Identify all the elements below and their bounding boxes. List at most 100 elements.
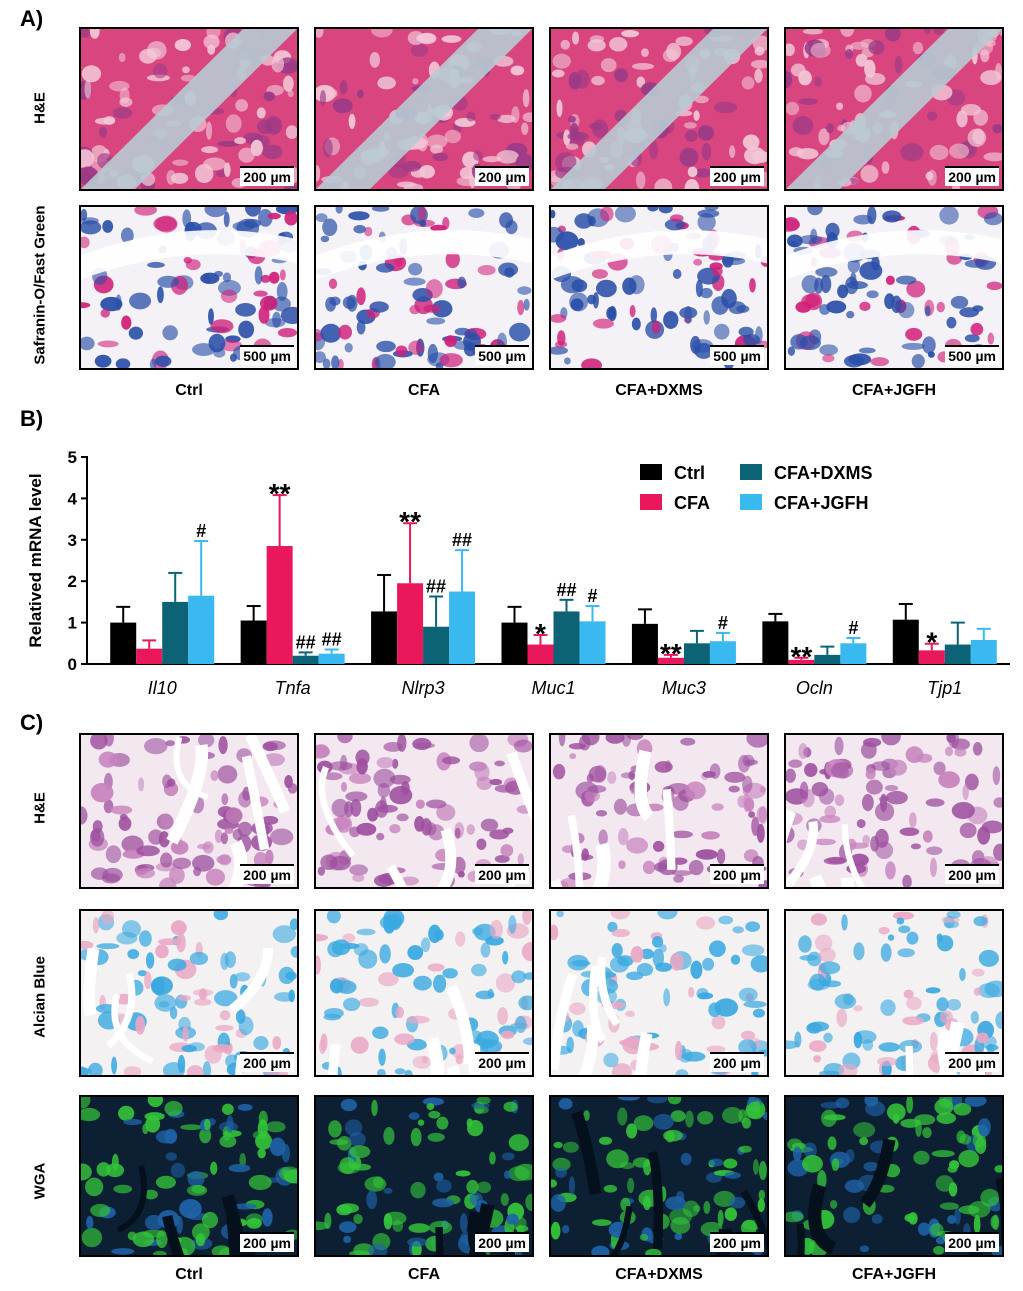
x-tick-label: Ocln [796,678,833,698]
bar-muc1-3 [579,621,606,664]
y-tick-label: 1 [68,614,77,633]
x-tick-label: Tjp1 [927,678,962,698]
scale-bar: 500 µm [240,345,294,365]
bar-muc3-2 [683,643,710,664]
scale-bar: 200 µm [475,1052,529,1072]
significance-label: ## [322,630,342,650]
bar-tnfa-3 [318,653,345,664]
significance-label: # [848,618,858,638]
bar-ocln-2 [814,654,841,664]
x-tick-label: Muc1 [531,678,575,698]
scale-bar: 200 µm [240,864,294,884]
significance-label: ## [296,632,316,652]
significance-label: # [718,613,728,633]
scale-bar: 200 µm [710,1232,764,1252]
panel-c-wga-ctrl-image: 200 µm [79,1095,299,1257]
significance-label: ## [452,530,472,550]
bar-muc1-0 [501,622,528,664]
panel-a-col-label-jgfh: CFA+JGFH [851,382,936,399]
y-tick-label: 0 [68,655,77,674]
scale-bar: 200 µm [945,864,999,884]
y-tick-label: 4 [68,489,78,508]
y-tick-label: 5 [68,448,77,467]
panel-a-he-dxms-image: 200 µm [549,27,769,191]
scale-bar: 200 µm [710,166,764,186]
panel-c-he-cfa-image: 200 µm [314,733,534,889]
bar-tjp1-1 [918,650,945,664]
significance-label: ** [269,478,291,509]
bar-ocln-3 [840,643,867,664]
y-tick-label: 2 [68,572,77,591]
bar-tnfa-2 [292,655,319,664]
legend-swatch [640,464,662,480]
legend-label: CFA+DXMS [774,463,873,483]
bar-il10-3 [188,595,215,664]
panel-c-row-label-alcian: Alcian Blue [31,956,49,1038]
scale-bar: 200 µm [945,1232,999,1252]
scale-bar: 200 µm [945,166,999,186]
panel-c-row-label-he: H&E [31,792,49,824]
legend-swatch [740,464,762,480]
panel-c-col-label-dxms: CFA+DXMS [615,1266,703,1283]
bar-tnfa-1 [266,546,293,664]
scale-bar: 200 µm [475,166,529,186]
panel-a-he-ctrl-image: 200 µm [79,27,299,191]
legend-label: CFA+JGFH [774,493,869,513]
bar-nlrp3-2 [423,626,450,664]
scale-bar: 200 µm [475,864,529,884]
panel-a-safranin-jgfh-image: 500 µm [784,205,1004,370]
x-tick-label: Tnfa [275,678,311,698]
scale-bar: 500 µm [475,345,529,365]
panel-a-safranin-dxms-image: 500 µm [549,205,769,370]
x-tick-label: Nlrp3 [402,678,445,698]
bar-muc3-0 [631,623,658,664]
significance-label: ## [556,580,576,600]
bar-tjp1-2 [944,644,971,664]
bar-muc1-2 [553,611,580,664]
panel-c-he-jgfh-image: 200 µm [784,733,1004,889]
panel-c-alcian-cfa-image: 200 µm [314,909,534,1077]
panel-c-alcian-jgfh-image: 200 µm [784,909,1004,1077]
panel-c-row-label-wga: WGA [31,1162,49,1200]
legend-swatch [640,494,662,510]
x-tick-label: Muc3 [662,678,706,698]
significance-label: * [926,627,937,658]
panel-a-he-cfa-image: 200 µm [314,27,534,191]
significance-label: ** [399,506,421,537]
bar-tnfa-0 [240,620,267,664]
panel-c-wga-dxms-image: 200 µm [549,1095,769,1257]
legend-label: CFA [674,493,710,513]
panel-a-safranin-ctrl-image: 500 µm [79,205,299,370]
panel-c-alcian-ctrl-image: 200 µm [79,909,299,1077]
panel-c-he-dxms-image: 200 µm [549,733,769,889]
bar-muc3-1 [657,657,684,664]
panel-a-he-jgfh-image: 200 µm [784,27,1004,191]
y-tick-label: 3 [68,531,77,550]
bar-muc3-3 [709,641,736,664]
significance-label: * [535,618,546,649]
scale-bar: 200 µm [240,1052,294,1072]
significance-label: ** [790,641,812,672]
panel-c-col-label-ctrl: Ctrl [175,1266,203,1283]
bar-nlrp3-3 [449,591,476,664]
panel-a-letter: A) [20,6,44,31]
bar-ocln-0 [762,621,789,664]
scale-bar: 200 µm [710,864,764,884]
panel-a-col-label-ctrl: Ctrl [175,382,203,399]
scale-bar: 200 µm [240,1232,294,1252]
significance-label: ## [426,577,446,597]
bar-nlrp3-1 [397,583,424,664]
x-tick-label: Il10 [148,678,177,698]
bar-tjp1-3 [970,639,997,664]
scale-bar: 200 µm [710,1052,764,1072]
legend-swatch [740,494,762,510]
y-axis-label: Relatived mRNA level [26,473,45,647]
significance-label: # [196,521,206,541]
panel-c-alcian-dxms-image: 200 µm [549,909,769,1077]
panel-a-safranin-cfa-image: 500 µm [314,205,534,370]
scale-bar: 200 µm [475,1232,529,1252]
panel-a-col-label-cfa: CFA [408,382,440,399]
significance-label: ** [660,638,682,669]
bar-ocln-1 [788,659,815,664]
panel-a-col-label-dxms: CFA+DXMS [615,382,703,399]
